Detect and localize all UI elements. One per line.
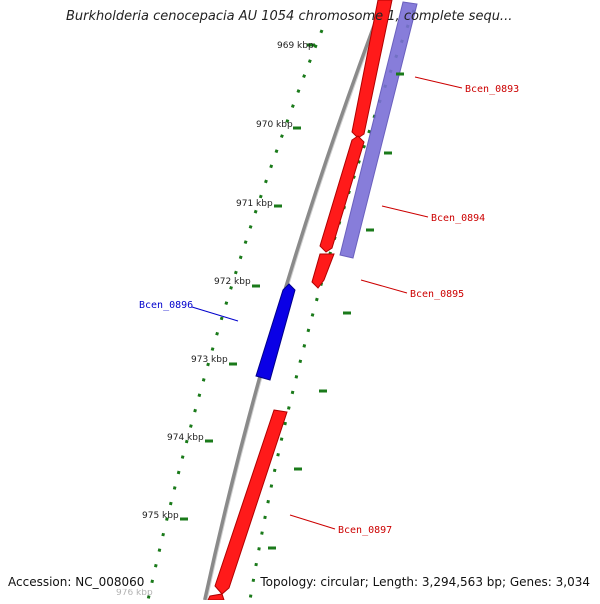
label-leader-bcen-0894 [381,205,429,218]
ruler-tick-label: 972 kbp [214,277,251,287]
gene-feature-bcen-0897[interactable] [214,409,288,595]
map-title: Burkholderia cenocepacia AU 1054 chromos… [66,9,513,24]
gene-label-bcen-0895[interactable]: Bcen_0895 [410,289,464,300]
inner-ruler-track [146,29,324,601]
blast-hit-bar[interactable] [339,1,418,259]
accession-text: Accession: NC_008060 [8,575,145,589]
label-leader-bcen-0893 [414,76,463,89]
gene-label-bcen-0897[interactable]: Bcen_0897 [338,525,392,536]
gene-feature-next[interactable] [207,593,225,601]
gene-feature-bcen-0896[interactable] [255,283,296,381]
ruler-tick-label: 975 kbp [142,511,179,521]
ruler-tick-label: 974 kbp [167,433,204,443]
ruler-tick-label: 969 kbp [277,41,314,51]
ruler-tick-label: 973 kbp [191,355,228,365]
outer-ruler-track [248,9,416,601]
outer-ruler-ticks [268,72,404,550]
gene-label-bcen-0893[interactable]: Bcen_0893 [465,84,519,95]
genome-backbone-highlight [206,0,387,601]
ruler-tick-label: 971 kbp [236,199,273,209]
ruler-tick-label: 970 kbp [256,120,293,130]
label-leader-bcen-0896 [191,306,239,322]
gene-feature-bcen-0895[interactable] [311,253,335,289]
ruler-tick-label: 976 kbp [116,588,153,598]
label-leader-bcen-0897 [289,514,336,530]
gene-feature-bcen-0893[interactable] [351,0,393,139]
gene-feature-bcen-0894[interactable] [319,135,365,253]
gene-label-bcen-0894[interactable]: Bcen_0894 [431,213,485,224]
label-leader-bcen-0895 [360,279,408,294]
genome-backbone [203,0,386,601]
ruler-ticks: 969 kbp 970 kbp 971 kbp 972 kbp 973 kbp … [116,41,315,598]
gene-label-bcen-0896[interactable]: Bcen_0896 [139,300,193,311]
map-summary-text: Topology: circular; Length: 3,294,563 bp… [260,575,590,589]
